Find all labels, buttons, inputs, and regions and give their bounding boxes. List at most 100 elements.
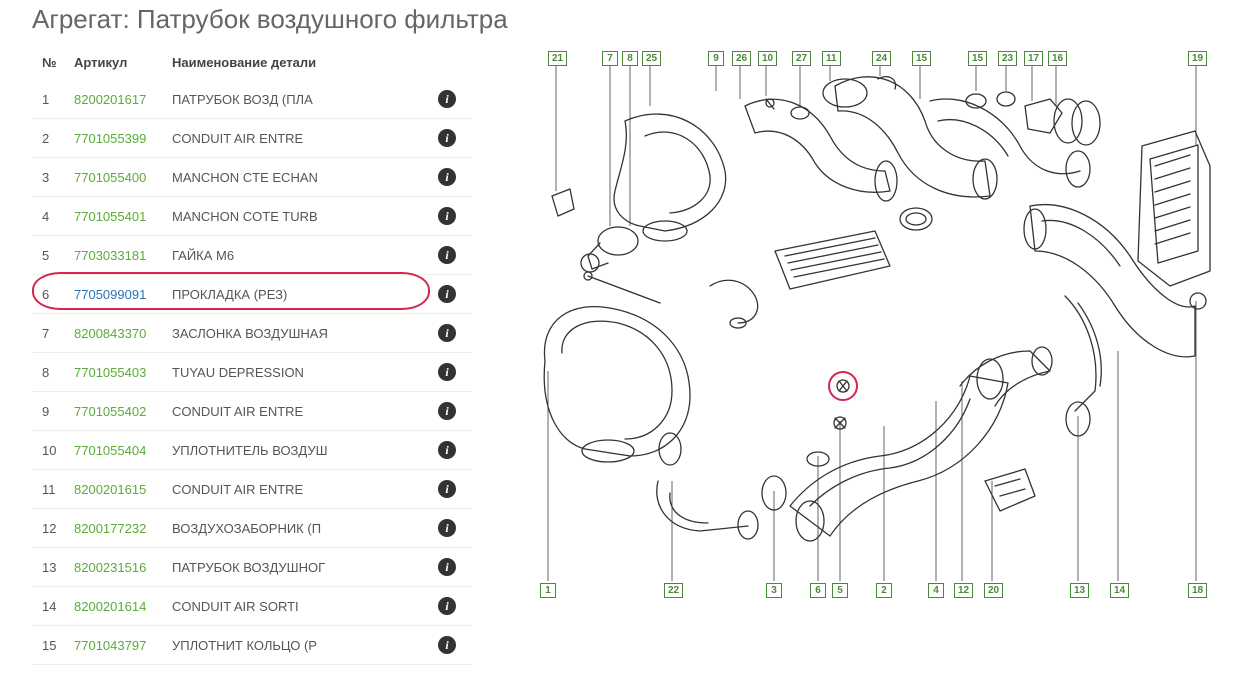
part-info-cell: i xyxy=(432,197,472,236)
callout-number[interactable]: 25 xyxy=(642,51,661,66)
part-num: 1 xyxy=(32,80,68,119)
diagram-panel: 21782592610271124151523171619 1223652412… xyxy=(500,47,1260,611)
part-num: 4 xyxy=(32,197,68,236)
table-row[interactable]: 87701055403TUYAU DEPRESSIONi xyxy=(32,353,472,392)
info-icon[interactable]: i xyxy=(438,246,456,264)
part-num: 6 xyxy=(32,275,68,314)
table-row[interactable]: 148200201614CONDUIT AIR SORTIi xyxy=(32,587,472,626)
callout-number[interactable]: 15 xyxy=(912,51,931,66)
part-name: ЗАСЛОНКА ВОЗДУШНАЯ xyxy=(166,314,432,353)
callout-number[interactable]: 7 xyxy=(602,51,618,66)
part-article[interactable]: 7701055399 xyxy=(68,119,166,158)
part-article[interactable]: 8200177232 xyxy=(68,509,166,548)
part-article[interactable]: 7705099091 xyxy=(68,275,166,314)
part-article[interactable]: 7701055400 xyxy=(68,158,166,197)
callout-number[interactable]: 12 xyxy=(954,583,973,598)
part-info-cell: i xyxy=(432,392,472,431)
part-info-cell: i xyxy=(432,665,472,668)
table-row[interactable]: 37701055400MANCHON CTE ECHANi xyxy=(32,158,472,197)
callout-number[interactable]: 9 xyxy=(708,51,724,66)
callout-number[interactable]: 3 xyxy=(766,583,782,598)
table-row[interactable]: 27701055399CONDUIT AIR ENTREi xyxy=(32,119,472,158)
part-name: ПАТРУБОК ВОЗДУШНОГ xyxy=(166,548,432,587)
callout-number[interactable]: 13 xyxy=(1070,583,1089,598)
callout-number[interactable]: 17 xyxy=(1024,51,1043,66)
info-icon[interactable]: i xyxy=(438,90,456,108)
col-header-name: Наименование детали xyxy=(166,47,432,80)
table-row[interactable]: 47701055401MANCHON COTE TURBi xyxy=(32,197,472,236)
info-icon[interactable]: i xyxy=(438,168,456,186)
callout-number[interactable]: 11 xyxy=(822,51,841,66)
table-row[interactable]: 107701055404УПЛОТНИТЕЛЬ ВОЗДУШi xyxy=(32,431,472,470)
part-article[interactable]: 8200231516 xyxy=(68,548,166,587)
info-icon[interactable]: i xyxy=(438,441,456,459)
table-row[interactable]: 18200201617ПАТРУБОК ВОЗД (ПЛАi xyxy=(32,80,472,119)
info-icon[interactable]: i xyxy=(438,285,456,303)
part-num: 10 xyxy=(32,431,68,470)
part-info-cell: i xyxy=(432,509,472,548)
part-num: 7 xyxy=(32,314,68,353)
callout-number[interactable]: 10 xyxy=(758,51,777,66)
parts-panel: № Артикул Наименование детали 1820020161… xyxy=(0,47,500,667)
table-row[interactable]: 128200177232ВОЗДУХОЗАБОРНИК (Пi xyxy=(32,509,472,548)
callout-number[interactable]: 2 xyxy=(876,583,892,598)
info-icon[interactable]: i xyxy=(438,207,456,225)
callout-number[interactable]: 4 xyxy=(928,583,944,598)
info-icon[interactable]: i xyxy=(438,402,456,420)
exploded-diagram[interactable]: 21782592610271124151523171619 1223652412… xyxy=(530,51,1230,611)
callout-number[interactable]: 16 xyxy=(1048,51,1067,66)
part-article[interactable]: 7701055401 xyxy=(68,197,166,236)
part-num: 11 xyxy=(32,470,68,509)
table-row[interactable]: 157701043797УПЛОТНИТ КОЛЬЦО (Рi xyxy=(32,626,472,665)
part-article[interactable]: 7701055403 xyxy=(68,353,166,392)
callout-number[interactable]: 21 xyxy=(548,51,567,66)
part-num: 3 xyxy=(32,158,68,197)
part-num: 5 xyxy=(32,236,68,275)
callout-number[interactable]: 14 xyxy=(1110,583,1129,598)
info-icon[interactable]: i xyxy=(438,363,456,381)
info-icon[interactable]: i xyxy=(438,597,456,615)
part-article[interactable]: 7703033181 xyxy=(68,236,166,275)
part-article[interactable]: 7701055404 xyxy=(68,431,166,470)
part-article[interactable]: 7701043797 xyxy=(68,626,166,665)
part-article[interactable]: 8200843370 xyxy=(68,314,166,353)
table-row[interactable]: 118200201615CONDUIT AIR ENTREi xyxy=(32,470,472,509)
part-num: 2 xyxy=(32,119,68,158)
callout-number[interactable]: 23 xyxy=(998,51,1017,66)
part-name: CONDUIT AIR ENTRE xyxy=(166,392,432,431)
table-row[interactable]: 167700109812РАСХОДОМЕР ВОЗДУХАi xyxy=(32,665,472,668)
info-icon[interactable]: i xyxy=(438,636,456,654)
callout-number[interactable]: 1 xyxy=(540,583,556,598)
info-icon[interactable]: i xyxy=(438,324,456,342)
part-article[interactable]: 8200201617 xyxy=(68,80,166,119)
table-row[interactable]: 57703033181ГАЙКА М6i xyxy=(32,236,472,275)
part-article[interactable]: 7700109812 xyxy=(68,665,166,668)
info-icon[interactable]: i xyxy=(438,129,456,147)
callout-number[interactable]: 19 xyxy=(1188,51,1207,66)
diagram-drawing xyxy=(530,51,1230,611)
col-header-article: Артикул xyxy=(68,47,166,80)
table-row[interactable]: 97701055402CONDUIT AIR ENTREi xyxy=(32,392,472,431)
info-icon[interactable]: i xyxy=(438,558,456,576)
info-icon[interactable]: i xyxy=(438,519,456,537)
callout-number[interactable]: 26 xyxy=(732,51,751,66)
table-row[interactable]: 138200231516ПАТРУБОК ВОЗДУШНОГi xyxy=(32,548,472,587)
col-header-num: № xyxy=(32,47,68,80)
callout-number[interactable]: 20 xyxy=(984,583,1003,598)
callout-number[interactable]: 22 xyxy=(664,583,683,598)
table-row[interactable]: 78200843370ЗАСЛОНКА ВОЗДУШНАЯ i xyxy=(32,314,472,353)
info-icon[interactable]: i xyxy=(438,480,456,498)
callout-number[interactable]: 5 xyxy=(832,583,848,598)
parts-table-scroll[interactable]: № Артикул Наименование детали 1820020161… xyxy=(32,47,500,667)
part-article[interactable]: 7701055402 xyxy=(68,392,166,431)
callout-number[interactable]: 27 xyxy=(792,51,811,66)
part-article[interactable]: 8200201615 xyxy=(68,470,166,509)
callout-number[interactable]: 18 xyxy=(1188,583,1207,598)
table-row[interactable]: 67705099091ПРОКЛАДКА (РЕЗ)i xyxy=(32,275,472,314)
callout-number[interactable]: 15 xyxy=(968,51,987,66)
callout-number[interactable]: 6 xyxy=(810,583,826,598)
part-article[interactable]: 8200201614 xyxy=(68,587,166,626)
callout-number[interactable]: 8 xyxy=(622,51,638,66)
part-name: ВОЗДУХОЗАБОРНИК (П xyxy=(166,509,432,548)
callout-number[interactable]: 24 xyxy=(872,51,891,66)
